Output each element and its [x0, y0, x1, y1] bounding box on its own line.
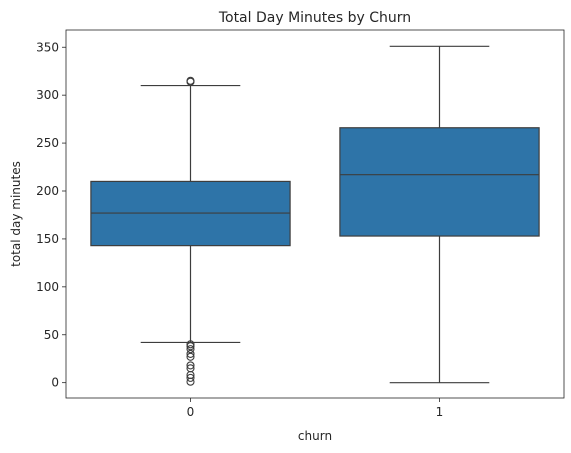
y-tick-label: 150	[36, 232, 59, 246]
outlier-point	[186, 373, 195, 382]
y-tick-label: 250	[36, 136, 59, 150]
outlier-point	[186, 342, 195, 351]
y-tick-label: 200	[36, 184, 59, 198]
y-tick-label: 50	[44, 328, 59, 342]
chart-title: Total Day Minutes by Churn	[218, 10, 411, 26]
iqr-box	[339, 127, 540, 237]
outlier-point	[186, 345, 195, 354]
x-tick-label: 1	[436, 405, 444, 419]
x-axis-label: churn	[298, 429, 332, 443]
outlier-point	[186, 377, 195, 386]
plot-area	[90, 45, 540, 386]
y-tick-label: 100	[36, 280, 59, 294]
box-group-0	[90, 76, 291, 386]
plot-frame	[65, 29, 565, 399]
outlier-point	[186, 349, 195, 358]
y-axis: 0 50 100 150 200 250 300 350	[36, 40, 66, 390]
x-tick-label: 0	[187, 405, 195, 419]
y-tick-label: 350	[36, 40, 59, 54]
y-tick-label: 300	[36, 88, 59, 102]
box-group-1	[339, 45, 540, 384]
outlier-point	[186, 352, 195, 361]
outlier-point	[186, 361, 195, 370]
y-axis-label: total day minutes	[9, 161, 23, 267]
outlier-point	[186, 77, 195, 86]
y-tick-label: 0	[51, 376, 59, 390]
